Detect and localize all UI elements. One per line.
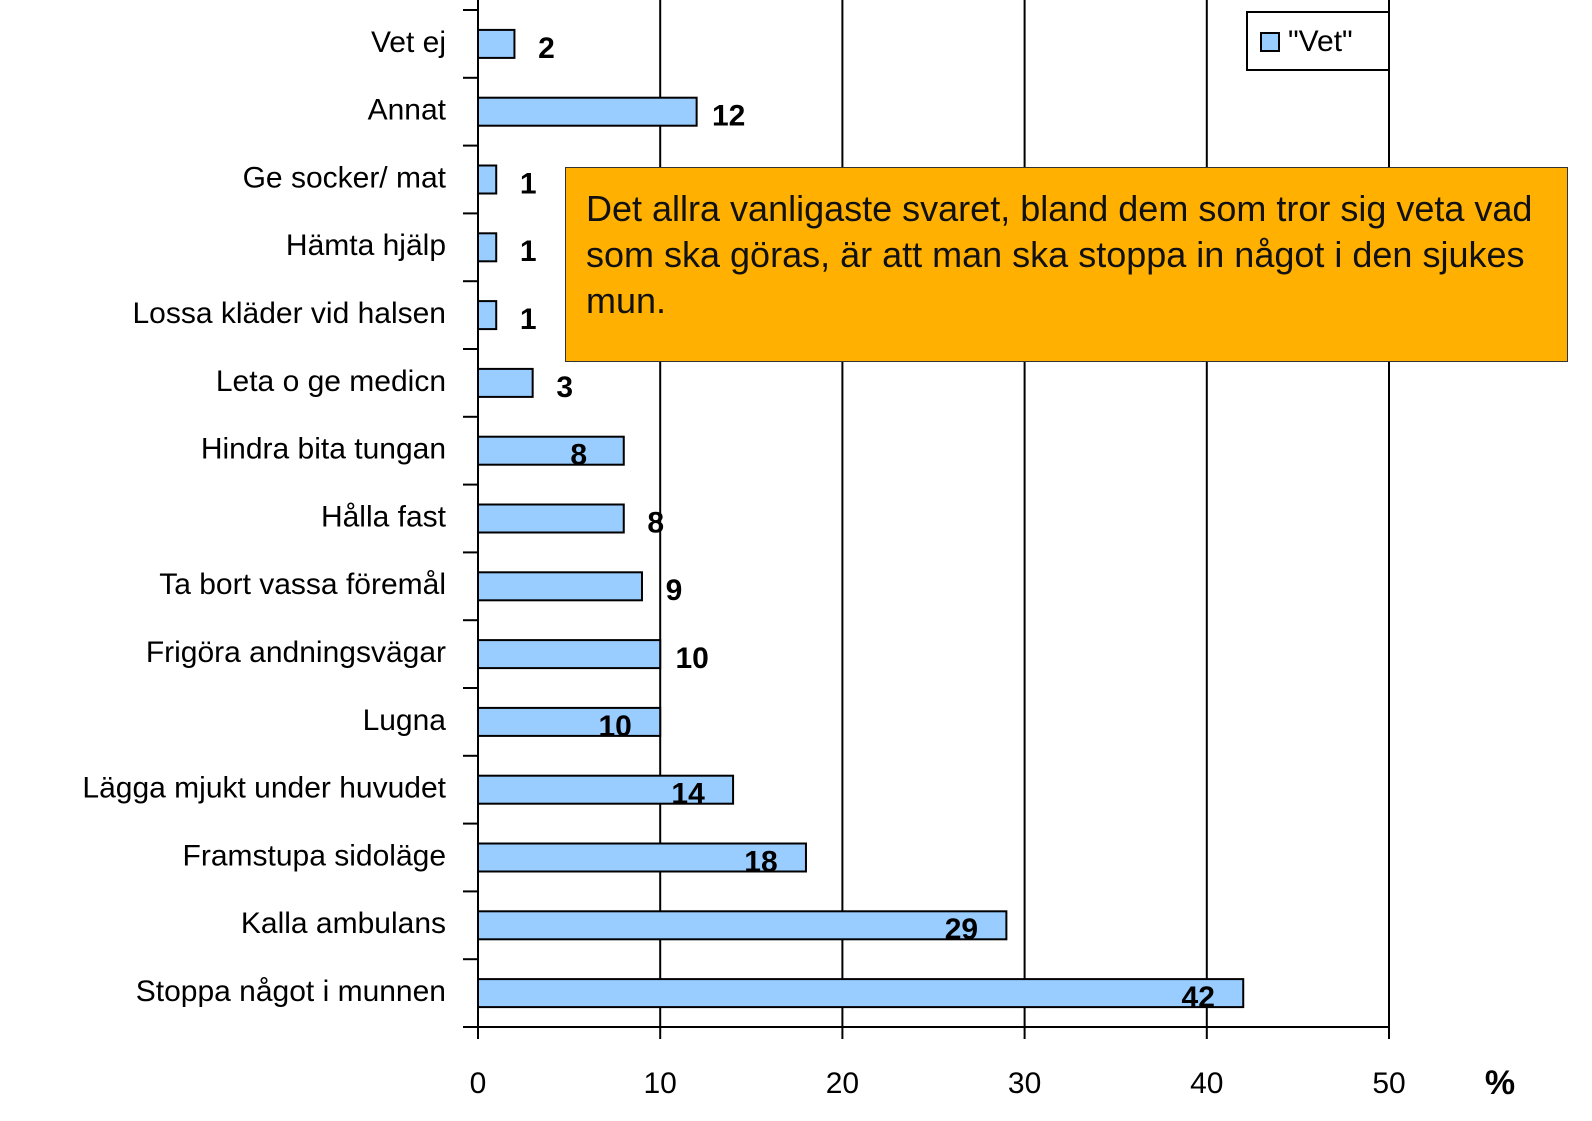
bar [477,639,662,670]
y-tick-label: Hålla fast [321,500,447,533]
data-label: 29 [945,913,978,946]
bar [477,96,698,127]
bar [477,28,516,59]
y-tick-label: Lugna [363,704,447,737]
bar [477,774,735,805]
x-axis-label: % [1485,1064,1515,1102]
data-label: 8 [570,439,587,472]
x-tick-label: 30 [1008,1067,1041,1100]
data-label: 8 [647,506,664,539]
bar [477,706,662,737]
data-label: 14 [671,778,705,811]
data-label: 1 [520,303,537,336]
data-label: 1 [520,167,537,200]
bar [477,503,625,534]
y-tick-label: Framstupa sidoläge [183,839,446,872]
x-tick-label: 10 [644,1067,677,1100]
data-label: 9 [666,574,683,607]
bar [477,164,498,195]
data-label: 10 [676,642,709,675]
annotation: Det allra vanligaste svaret, bland dem s… [565,167,1568,362]
bar [477,978,1245,1009]
data-label: 1 [520,235,537,268]
y-tick-label: Ta bort vassa föremål [159,568,446,601]
y-tick-label: Kalla ambulans [241,907,446,940]
data-label: 3 [556,371,573,404]
bar [477,232,498,263]
y-tick-label: Ge socker/ mat [243,161,447,194]
bar [477,571,643,602]
legend-swatch [1260,32,1280,52]
y-tick-label: Vet ej [371,26,446,59]
data-label: 2 [538,32,555,65]
y-tick-label: Annat [368,94,447,127]
x-tick-label: 20 [826,1067,859,1100]
data-label: 42 [1182,981,1215,1014]
y-tick-label: Hämta hjälp [286,229,446,262]
bar [477,367,534,398]
x-tick-label: 50 [1372,1067,1405,1100]
y-tick-label: Lossa kläder vid halsen [132,297,446,330]
data-label: 10 [599,710,632,743]
data-label: 18 [744,845,777,878]
y-tick-label: Leta o ge medicn [216,365,446,398]
y-tick-label: Stoppa något i munnen [136,975,446,1008]
y-tick-label: Hindra bita tungan [201,433,446,466]
x-tick-label: 40 [1190,1067,1223,1100]
x-tick-label: 0 [470,1067,487,1100]
y-tick-label: Frigöra andningsvägar [146,636,446,669]
bar [477,842,807,873]
bar [477,435,625,466]
y-tick-label: Lägga mjukt under huvudet [82,772,446,805]
bar [477,300,498,331]
legend-label: "Vet" [1288,25,1353,58]
data-label: 12 [712,100,745,133]
bar [477,910,1008,941]
